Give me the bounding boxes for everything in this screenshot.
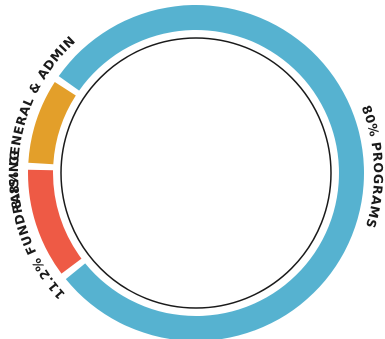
slice-fundraising — [27, 169, 82, 274]
donut-slices — [27, 4, 364, 339]
inner-circle — [60, 37, 332, 309]
slice-general-admin — [28, 81, 76, 165]
